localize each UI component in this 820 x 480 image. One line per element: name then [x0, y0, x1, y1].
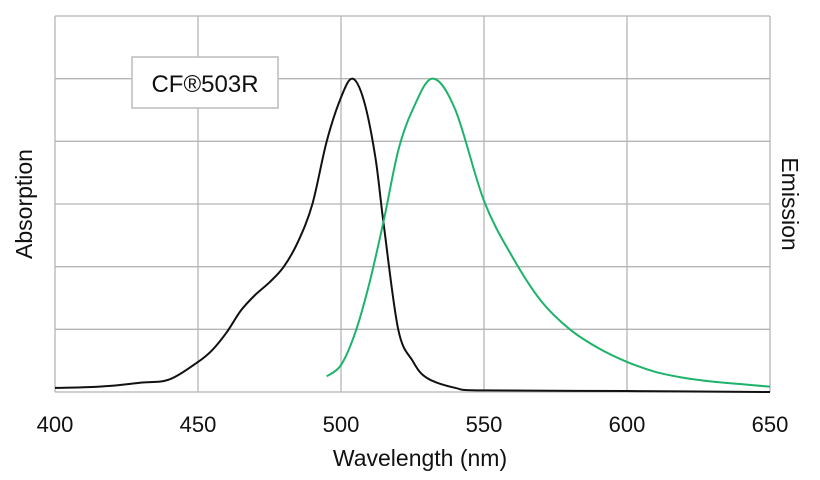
dye-name-label: CF®503R — [151, 71, 258, 98]
x-axis-label: Wavelength (nm) — [333, 445, 507, 471]
x-tick-label: 450 — [180, 412, 217, 437]
series-emission-line — [326, 77, 771, 388]
annotation-box: CF®503R — [131, 56, 279, 109]
y-axis-label-left: Absorption — [11, 149, 37, 259]
series-layer — [54, 77, 771, 393]
x-tick-label: 500 — [323, 412, 360, 437]
x-tick-label: 550 — [466, 412, 503, 437]
series-absorption-line — [54, 77, 771, 393]
x-tick-label: 600 — [609, 412, 646, 437]
y-axis-label-right: Emission — [777, 157, 803, 250]
x-tick-labels: 400 450 500 550 600 650 — [37, 412, 789, 437]
x-tick-label: 650 — [752, 412, 789, 437]
x-tick-label: 400 — [37, 412, 74, 437]
